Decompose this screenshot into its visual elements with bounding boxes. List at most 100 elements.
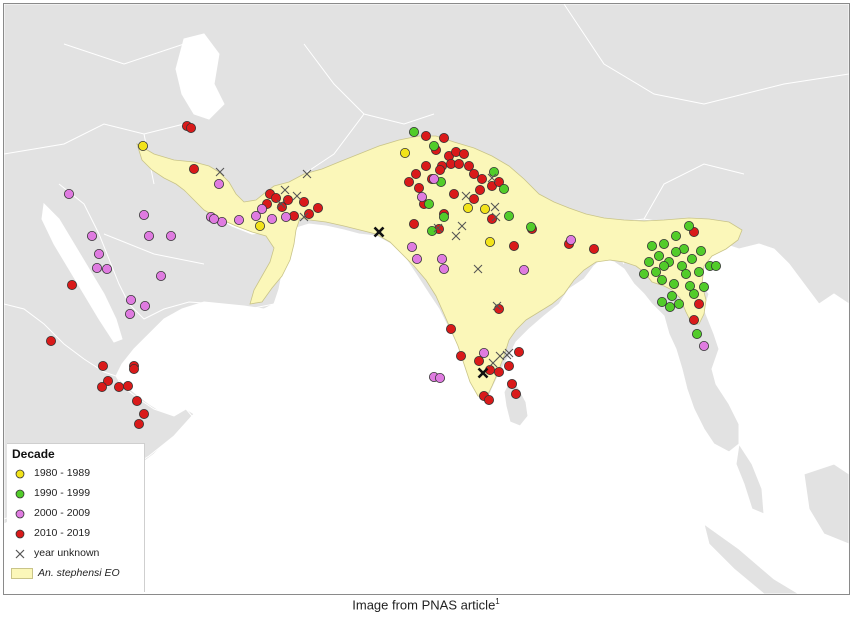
record-2000s-marker: [250, 210, 261, 221]
record-2010s-marker: [420, 131, 431, 142]
record-2000s-marker: [139, 300, 150, 311]
record-1990s-marker: [438, 211, 449, 222]
record-2000s-marker: [102, 263, 113, 274]
year-unknown-marker: [473, 264, 483, 274]
record-1990s-marker: [671, 230, 682, 241]
record-2000s-marker: [125, 308, 136, 319]
green-circle-icon: [15, 489, 25, 499]
record-2000s-marker: [87, 230, 98, 241]
legend-item-range: An. stephensi EO: [7, 565, 144, 583]
record-2000s-marker: [406, 241, 417, 252]
points-layer: [46, 121, 722, 429]
year-unknown-marker: [461, 191, 471, 201]
record-2000s-marker: [138, 209, 149, 220]
figure-caption: Image from PNAS article1: [0, 597, 852, 612]
range-swatch-icon: [11, 568, 33, 579]
landmass-borneo-tip: [803, 463, 849, 545]
legend-label: 2000 - 2009: [34, 507, 91, 519]
record-2010s-marker: [493, 303, 504, 314]
record-2010s-marker: [468, 168, 479, 179]
record-2000s-marker: [566, 234, 577, 245]
record-2010s-marker: [282, 194, 293, 205]
record-1990s-marker: [669, 278, 680, 289]
legend-item-unknown: year unknown: [7, 545, 144, 563]
record-2010s-marker: [493, 366, 504, 377]
record-2010s-marker: [463, 160, 474, 171]
record-1980s-marker: [484, 236, 495, 247]
record-2010s-marker: [448, 188, 459, 199]
legend-title: Decade: [12, 447, 55, 461]
record-2000s-marker: [478, 347, 489, 358]
legend-label: 1980 - 1989: [34, 467, 91, 479]
legend-label: 1990 - 1999: [34, 487, 91, 499]
record-1980s-marker: [137, 140, 148, 151]
record-2010s-marker: [474, 184, 485, 195]
year-unknown-marker: [302, 169, 312, 179]
record-1990s-marker: [681, 268, 692, 279]
record-2000s-marker: [213, 178, 224, 189]
record-2010s-marker: [420, 160, 431, 171]
record-1990s-marker: [665, 301, 676, 312]
record-2010s-marker: [483, 394, 494, 405]
record-2000s-marker: [143, 230, 154, 241]
record-1990s-marker: [654, 250, 665, 261]
record-2010s-marker: [455, 350, 466, 361]
record-2010s-marker: [410, 168, 421, 179]
record-2010s-marker: [67, 279, 78, 290]
record-2010s-marker: [689, 314, 700, 325]
yellow-circle-icon: [15, 469, 25, 479]
landmass-malay: [735, 442, 765, 515]
record-2010s-marker: [438, 132, 449, 143]
record-2010s-marker: [98, 360, 109, 371]
record-2010s-marker: [486, 213, 497, 224]
record-1990s-marker: [685, 280, 696, 291]
legend-item-1980s: 1980 - 1989: [7, 465, 144, 483]
record-2010s-marker: [403, 176, 414, 187]
record-1990s-marker: [488, 166, 499, 177]
red-circle-icon: [15, 529, 25, 539]
record-2010s-marker: [513, 346, 524, 357]
record-2010s-marker: [508, 240, 519, 251]
record-1990s-marker: [699, 281, 710, 292]
record-1990s-marker: [503, 210, 514, 221]
record-2000s-marker: [94, 248, 105, 259]
record-2010s-marker: [589, 243, 600, 254]
record-2010s-marker: [458, 148, 469, 159]
record-2010s-marker: [46, 335, 57, 346]
record-2010s-marker: [270, 192, 281, 203]
record-1980s-marker: [254, 220, 265, 231]
record-2010s-marker: [468, 193, 479, 204]
legend-label: 2010 - 2019: [34, 527, 91, 539]
record-1980s-marker: [399, 147, 410, 158]
year-unknown-marker: [457, 221, 467, 231]
caption-text: Image from PNAS article: [352, 597, 496, 613]
record-1990s-marker: [526, 221, 537, 232]
record-1990s-marker: [651, 266, 662, 277]
year-unknown-marker: [280, 185, 290, 195]
year-unknown-marker: [433, 223, 443, 233]
record-1990s-marker: [498, 183, 509, 194]
record-2010s-marker: [131, 395, 142, 406]
record-2010s-marker: [476, 173, 487, 184]
record-1990s-marker: [711, 260, 722, 271]
record-2010s-marker: [510, 388, 521, 399]
record-1980s-marker: [462, 202, 473, 213]
record-2000s-marker: [411, 253, 422, 264]
record-1990s-marker: [667, 290, 678, 301]
record-1990s-marker: [659, 260, 670, 271]
year-unknown-marker: [292, 191, 302, 201]
record-2000s-marker: [92, 262, 103, 273]
record-2000s-marker: [519, 264, 530, 275]
record-1990s-marker: [684, 220, 695, 231]
record-2000s-marker: [428, 173, 439, 184]
record-2010s-marker: [298, 196, 309, 207]
record-2000s-marker: [436, 253, 447, 264]
red-sea: [41, 202, 123, 343]
record-2000s-marker: [280, 211, 291, 222]
map-canvas[interactable]: [4, 4, 849, 594]
record-2000s-marker: [434, 372, 445, 383]
record-2010s-marker: [493, 176, 504, 187]
record-2010s-marker: [453, 158, 464, 169]
record-2010s-marker: [103, 375, 114, 386]
record-2010s-marker: [445, 323, 456, 334]
